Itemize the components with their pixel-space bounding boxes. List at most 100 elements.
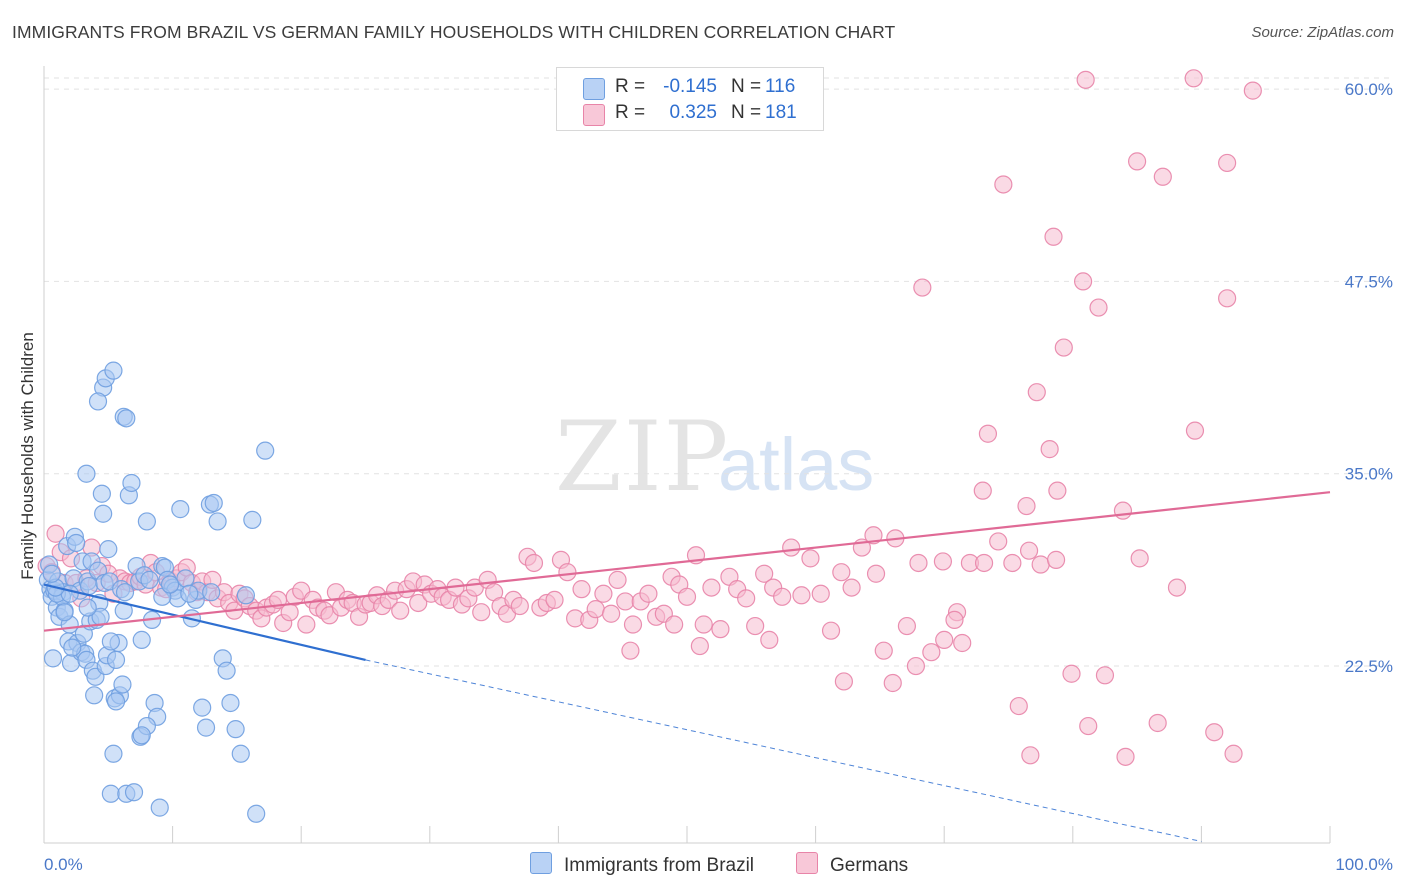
legend-swatch-germans [796, 852, 818, 874]
germans-point [524, 553, 544, 573]
brazil-point [196, 718, 216, 737]
brazil-point [106, 650, 126, 670]
germans-point [1044, 227, 1063, 246]
germans-point [46, 524, 65, 543]
x-tick-min: 0.0% [44, 855, 83, 874]
legend-label-brazil: Immigrants from Brazil [564, 855, 755, 876]
germans-point [1243, 81, 1262, 100]
germans-point [922, 643, 941, 662]
germans-point [746, 616, 765, 636]
brazil-point [42, 564, 61, 583]
axes [43, 66, 1331, 844]
stats-legend: R = -0.145 N = 116 R = 0.325 N = 181 [556, 67, 824, 131]
brazil-point [106, 692, 126, 711]
germans-point [1003, 553, 1022, 573]
germans-point [297, 615, 316, 634]
brazil-point [217, 661, 236, 680]
germans-point [1017, 496, 1036, 516]
germans-point [953, 633, 972, 653]
germans-point [978, 424, 998, 443]
germans-point [558, 563, 577, 582]
brazil-point [78, 598, 97, 617]
brazil-point [150, 798, 169, 817]
legend-r-label: R = [615, 76, 646, 97]
source-label: Source: ZipAtlas.com [1251, 24, 1394, 41]
brazil-point [94, 504, 113, 523]
legend-label-germans: Germans [830, 855, 909, 876]
brazil-point [204, 493, 223, 513]
germans-point [1076, 70, 1095, 89]
germans-point [280, 603, 299, 622]
germans-point [883, 673, 902, 693]
germans-point [1205, 723, 1224, 742]
germans-point [677, 587, 697, 606]
germans-point [1130, 549, 1149, 568]
brazil-point [79, 576, 99, 596]
germans-point [1167, 578, 1187, 597]
germans-point [391, 601, 410, 620]
germans-point [801, 549, 820, 568]
legend-r-value: 0.325 [669, 102, 717, 123]
germans-point [906, 656, 926, 676]
germans-point [834, 672, 853, 691]
brazil-point [77, 464, 96, 483]
germans-point [1040, 440, 1059, 459]
brazil-point [160, 575, 180, 594]
y-tick-labels: 22.5% 35.0% 47.5% 60.0% [1345, 80, 1393, 676]
germans-point [1095, 666, 1115, 685]
brazil-point [85, 686, 104, 705]
germans-point [409, 593, 428, 613]
germans-point [1027, 383, 1046, 402]
germans-point [866, 564, 886, 583]
x-tick-max: 100.0% [1335, 855, 1393, 874]
brazil-point [101, 632, 120, 651]
germans-point [616, 592, 635, 611]
brazil-point [236, 586, 256, 605]
legend-item-brazil[interactable]: Immigrants from Brazil [530, 852, 754, 877]
germans-point [973, 481, 992, 500]
germans-point [1073, 272, 1093, 291]
germans-point [782, 538, 801, 557]
legend-item-germans[interactable]: Germans [796, 852, 908, 877]
y-tick-label: 47.5% [1345, 272, 1393, 291]
brazil-point [180, 584, 199, 603]
germans-point [821, 621, 841, 640]
germans-point [1218, 289, 1237, 308]
germans-point [1113, 501, 1133, 520]
germans-point [594, 584, 613, 603]
watermark-atlas: atlas [718, 423, 874, 506]
germans-point [1116, 747, 1135, 766]
brazil-point [92, 484, 111, 503]
brazil-point [137, 512, 156, 531]
y-axis-label: Family Households with Children [18, 332, 37, 580]
germans-point [874, 641, 893, 660]
brazil-point [43, 649, 63, 668]
brazil-point [104, 361, 123, 380]
brazil-point [202, 583, 221, 602]
germans-point [1054, 338, 1073, 357]
brazil-point [99, 540, 118, 559]
germans-point [711, 620, 730, 639]
germans-point [1009, 696, 1028, 716]
brazil-point [176, 569, 195, 588]
brazil-point [132, 630, 151, 650]
germans-point [773, 587, 792, 606]
germans-point [1079, 716, 1098, 736]
germans-point [913, 278, 932, 297]
germans-point [994, 175, 1013, 194]
germans-point [1153, 167, 1172, 186]
gridlines [44, 77, 1393, 667]
brazil-point [132, 726, 151, 745]
germans-point [639, 584, 658, 603]
brazil-point [115, 583, 135, 602]
germans-point [623, 615, 643, 634]
brazil-point [63, 638, 82, 657]
germans-point [510, 596, 529, 616]
brazil-point [193, 698, 212, 717]
brazil-point [117, 409, 136, 428]
brazil-point [88, 392, 108, 411]
germans-point [690, 636, 709, 656]
brazil-trend-extension [365, 659, 1202, 842]
germans-point [755, 564, 774, 583]
legend-swatch-germans [583, 104, 605, 126]
